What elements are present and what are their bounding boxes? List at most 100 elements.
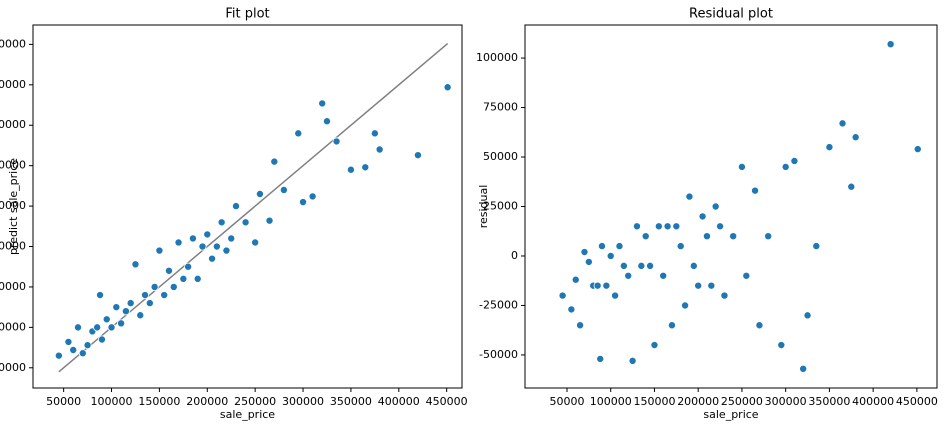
x-axis-label: sale_price <box>220 408 275 421</box>
x-tick-label: 350000 <box>330 395 372 408</box>
point <box>593 281 602 290</box>
point <box>694 281 703 290</box>
point <box>663 222 672 231</box>
point <box>646 261 655 270</box>
point <box>361 163 370 172</box>
point <box>294 129 303 138</box>
point <box>886 40 895 49</box>
y-axis-label: predict sale_price <box>7 158 20 255</box>
point <box>558 291 567 300</box>
point <box>169 282 178 291</box>
point <box>346 165 355 174</box>
point <box>193 274 202 283</box>
y-tick-label: 400000 <box>0 78 26 91</box>
point <box>322 117 331 126</box>
point <box>641 232 650 241</box>
y-tick-label: -50000 <box>479 348 518 361</box>
chart-title: Fit plot <box>225 7 269 22</box>
x-tick-label: 150000 <box>633 395 675 408</box>
point <box>637 261 646 270</box>
point <box>217 218 226 227</box>
point <box>443 83 452 92</box>
point <box>279 185 288 194</box>
x-tick-label: 200000 <box>677 395 719 408</box>
point <box>102 315 111 324</box>
point <box>69 346 78 355</box>
point <box>838 119 847 128</box>
y-tick-label: 100000 <box>0 320 26 333</box>
y-tick-label: -25000 <box>479 298 518 311</box>
point <box>136 311 145 320</box>
point <box>672 222 681 231</box>
point <box>222 246 231 255</box>
point <box>650 341 659 350</box>
point <box>596 354 605 363</box>
point <box>121 307 130 316</box>
point <box>711 202 720 211</box>
y-tick-label: 300000 <box>0 159 26 172</box>
point <box>729 232 738 241</box>
point <box>851 133 860 142</box>
point <box>602 281 611 290</box>
y-tick-label: 150000 <box>0 280 26 293</box>
x-tick-label: 150000 <box>138 395 180 408</box>
point <box>174 238 183 247</box>
y-tick-label: 50000 <box>0 361 26 374</box>
point <box>93 323 102 332</box>
point <box>203 230 212 239</box>
point <box>83 341 92 350</box>
point <box>375 145 384 154</box>
point <box>742 271 751 280</box>
y-tick-label: 0 <box>511 249 518 262</box>
point <box>606 251 615 260</box>
point <box>611 291 620 300</box>
point <box>632 222 641 231</box>
point <box>676 242 685 251</box>
point <box>107 323 116 332</box>
y-tick-label: 200000 <box>0 240 26 253</box>
x-axis-label: sale_price <box>703 408 758 421</box>
point <box>208 254 217 263</box>
point <box>232 202 241 211</box>
point <box>332 137 341 146</box>
y-tick-label: 450000 <box>0 37 26 50</box>
point <box>584 257 593 266</box>
point <box>184 262 193 271</box>
point <box>97 335 106 344</box>
x-tick-label: 200000 <box>186 395 228 408</box>
point <box>141 291 150 300</box>
point <box>126 299 135 308</box>
point <box>580 248 589 257</box>
chart-title: Residual plot <box>689 7 773 22</box>
point <box>799 364 808 373</box>
y-axis-label: residual <box>477 185 490 229</box>
point <box>702 232 711 241</box>
point <box>628 356 637 365</box>
point <box>255 189 264 198</box>
point <box>227 234 236 243</box>
point <box>681 301 690 310</box>
point <box>160 291 169 300</box>
point <box>698 212 707 221</box>
x-tick-label: 300000 <box>765 395 807 408</box>
point <box>659 271 668 280</box>
point <box>812 242 821 251</box>
point <box>112 303 121 312</box>
point <box>597 242 606 251</box>
point <box>150 282 159 291</box>
y-tick-label: 25000 <box>483 200 518 213</box>
x-tick-label: 250000 <box>721 395 763 408</box>
x-tick-label: 450000 <box>426 395 468 408</box>
point <box>198 242 207 251</box>
x-tick-label: 450000 <box>896 395 938 408</box>
point <box>318 99 327 108</box>
x-tick-label: 400000 <box>852 395 894 408</box>
point <box>755 321 764 330</box>
point <box>251 238 260 247</box>
plot-frame <box>524 24 938 389</box>
point <box>241 218 250 227</box>
point <box>265 216 274 225</box>
point <box>825 143 834 152</box>
point <box>777 341 786 350</box>
point <box>624 271 633 280</box>
